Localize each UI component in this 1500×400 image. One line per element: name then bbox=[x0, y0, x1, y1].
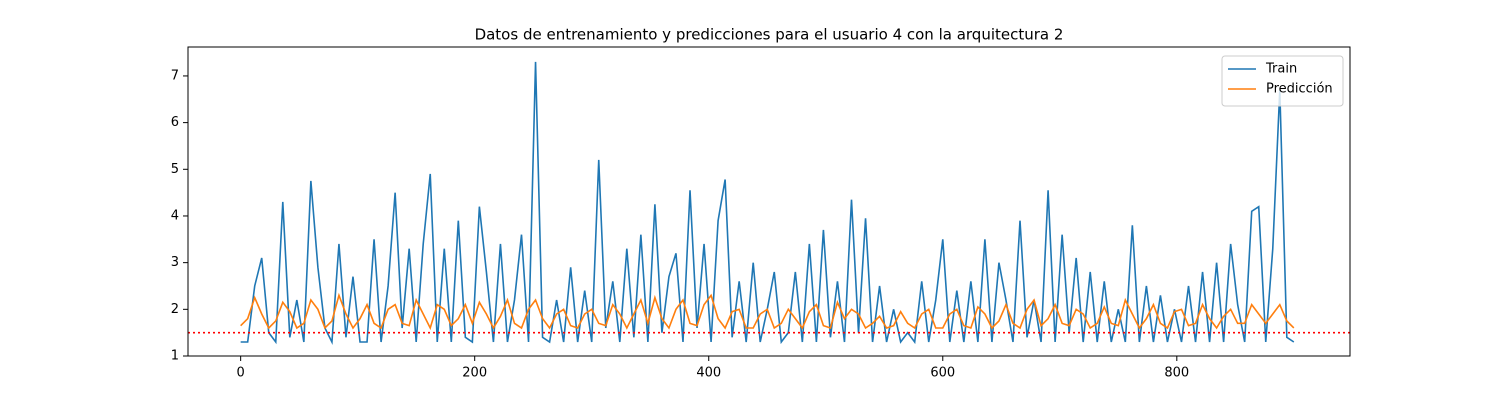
x-tick-label: 800 bbox=[1164, 366, 1189, 381]
series-line bbox=[240, 292, 1295, 331]
y-tick-label: 7 bbox=[171, 68, 179, 83]
legend-label: Predicción bbox=[1266, 82, 1333, 97]
y-tick-label: 5 bbox=[171, 162, 179, 177]
x-tick-label: 0 bbox=[237, 366, 245, 381]
y-tick-label: 6 bbox=[171, 115, 179, 130]
chart-title: Datos de entrenamiento y predicciones pa… bbox=[475, 26, 1064, 44]
x-tick-label: 600 bbox=[930, 366, 955, 381]
plot-frame bbox=[187, 46, 1351, 357]
y-tick-label: 2 bbox=[171, 302, 179, 317]
y-tick-label: 1 bbox=[171, 349, 179, 364]
x-tick-label: 400 bbox=[696, 366, 721, 381]
x-tick-label: 200 bbox=[462, 366, 487, 381]
y-tick-label: 4 bbox=[171, 208, 179, 223]
y-tick-label: 3 bbox=[171, 255, 179, 270]
legend-label: Train bbox=[1265, 62, 1297, 77]
